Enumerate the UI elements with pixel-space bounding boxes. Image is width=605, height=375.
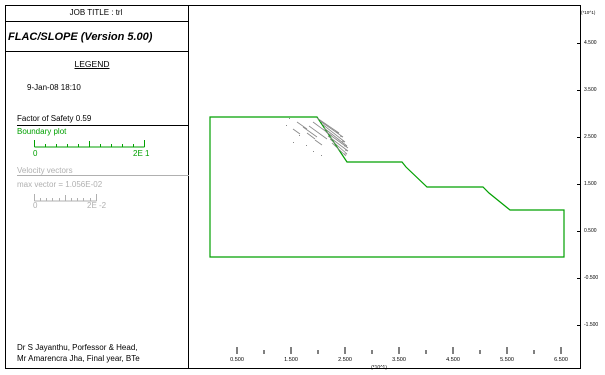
boundary-scale-bar [34,140,145,148]
factor-of-safety: Factor of Safety 0.59 [17,114,92,123]
y-tick-label: 2.500 [584,134,597,140]
x-tick-label: 4.500 [446,357,460,363]
job-title: JOB TITLE : trl [69,8,123,17]
y-axis-unit: (*10^1) [581,10,596,15]
max-vector: max vector = 1.056E-02 [17,180,103,189]
x-tick-label: 6.500 [554,357,568,363]
velocity-scale-bar [34,194,97,202]
y-tick-mark [577,184,581,185]
y-tick-mark [577,137,581,138]
x-axis-ticks [236,347,562,354]
job-title-bar: JOB TITLE : trl [5,5,189,22]
y-tick-label: 3.500 [584,87,597,93]
plot-date: 9-Jan-08 18:10 [27,83,81,92]
credit-line-2: Mr Amarencra Jha, Final year, BTe [17,354,140,363]
legend-panel: JOB TITLE : trl FLAC/SLOPE (Version 5.00… [5,5,189,369]
y-tick-mark [577,231,581,232]
velocity-vectors-label: Velocity vectors [17,166,73,175]
y-tick-mark [577,325,581,326]
x-tick-label: 1.500 [284,357,298,363]
y-tick-mark [577,43,581,44]
x-tick-label: 0.500 [230,357,244,363]
slope-boundary [209,116,565,258]
divider [17,175,189,176]
plot-frame [5,5,581,369]
boundary-scale-max: 2E 1 [133,149,150,158]
y-tick-mark [577,278,581,279]
x-axis-unit: (*10^1) [371,365,387,371]
model-plot [209,116,565,258]
x-tick-label: 3.500 [392,357,406,363]
velocity-scale-min: 0 [33,201,38,210]
divider [17,125,189,126]
x-tick-label: 2.500 [338,357,352,363]
y-tick-label: 1.500 [584,181,597,187]
y-tick-label: -0.500 [584,275,599,281]
app-title: FLAC/SLOPE (Version 5.00) [5,22,189,52]
x-tick-label: 5.500 [500,357,514,363]
y-tick-label: -1.500 [584,322,599,328]
y-tick-label: 0.500 [584,228,597,234]
velocity-scale-max: 2E -2 [87,201,107,210]
legend-heading: LEGEND [74,59,110,69]
velocity-vectors [292,117,349,157]
y-tick-mark [577,90,581,91]
credit-line-1: Dr S Jayanthu, Porfessor & Head, [17,343,138,352]
boundary-scale-min: 0 [33,149,38,158]
y-tick-label: 4.500 [584,40,597,46]
boundary-plot-label: Boundary plot [17,127,67,136]
